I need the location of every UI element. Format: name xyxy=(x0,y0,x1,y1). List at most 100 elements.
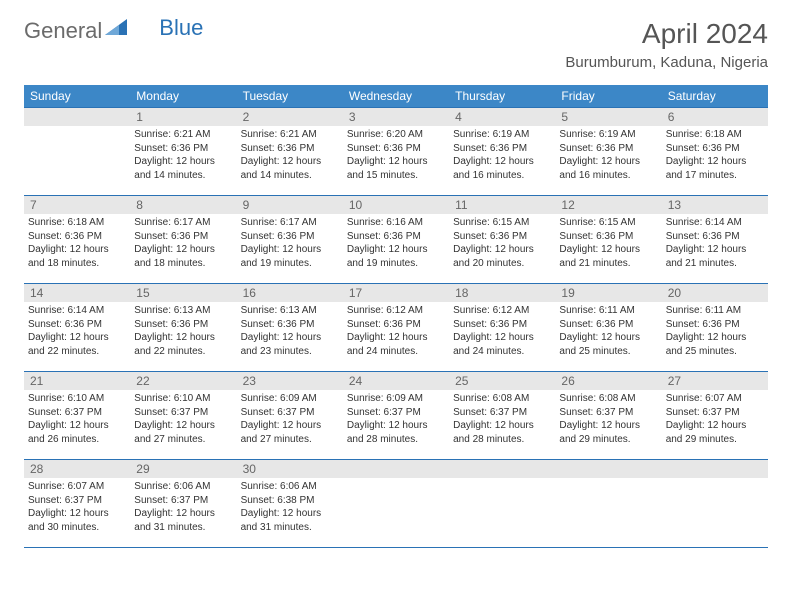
day-info: Sunrise: 6:17 AMSunset: 6:36 PMDaylight:… xyxy=(130,214,236,274)
day-number: 9 xyxy=(237,196,343,214)
day-number: 21 xyxy=(24,372,130,390)
day-number: 14 xyxy=(24,284,130,302)
calendar-day-cell: 30Sunrise: 6:06 AMSunset: 6:38 PMDayligh… xyxy=(237,460,343,548)
calendar-day-cell: 6Sunrise: 6:18 AMSunset: 6:36 PMDaylight… xyxy=(662,108,768,196)
day-number: 20 xyxy=(662,284,768,302)
calendar-day-cell: 16Sunrise: 6:13 AMSunset: 6:36 PMDayligh… xyxy=(237,284,343,372)
calendar-body: 1Sunrise: 6:21 AMSunset: 6:36 PMDaylight… xyxy=(24,108,768,548)
day-header: Sunday xyxy=(24,85,130,108)
day-info: Sunrise: 6:07 AMSunset: 6:37 PMDaylight:… xyxy=(662,390,768,450)
day-header: Tuesday xyxy=(237,85,343,108)
day-number: 19 xyxy=(555,284,661,302)
calendar-day-cell xyxy=(343,460,449,548)
day-number: 27 xyxy=(662,372,768,390)
calendar-day-cell: 21Sunrise: 6:10 AMSunset: 6:37 PMDayligh… xyxy=(24,372,130,460)
day-info: Sunrise: 6:14 AMSunset: 6:36 PMDaylight:… xyxy=(24,302,130,362)
day-number: 15 xyxy=(130,284,236,302)
day-number: 2 xyxy=(237,108,343,126)
day-info: Sunrise: 6:20 AMSunset: 6:36 PMDaylight:… xyxy=(343,126,449,186)
day-number: 30 xyxy=(237,460,343,478)
calendar-day-cell: 4Sunrise: 6:19 AMSunset: 6:36 PMDaylight… xyxy=(449,108,555,196)
day-number xyxy=(449,460,555,478)
calendar-day-cell: 15Sunrise: 6:13 AMSunset: 6:36 PMDayligh… xyxy=(130,284,236,372)
day-info: Sunrise: 6:06 AMSunset: 6:37 PMDaylight:… xyxy=(130,478,236,538)
day-number: 16 xyxy=(237,284,343,302)
calendar-day-cell: 24Sunrise: 6:09 AMSunset: 6:37 PMDayligh… xyxy=(343,372,449,460)
day-number: 4 xyxy=(449,108,555,126)
calendar-day-cell: 9Sunrise: 6:17 AMSunset: 6:36 PMDaylight… xyxy=(237,196,343,284)
calendar-head: SundayMondayTuesdayWednesdayThursdayFrid… xyxy=(24,85,768,108)
day-number: 11 xyxy=(449,196,555,214)
day-info: Sunrise: 6:08 AMSunset: 6:37 PMDaylight:… xyxy=(555,390,661,450)
day-header: Monday xyxy=(130,85,236,108)
day-number xyxy=(343,460,449,478)
calendar-day-cell: 7Sunrise: 6:18 AMSunset: 6:36 PMDaylight… xyxy=(24,196,130,284)
day-info: Sunrise: 6:18 AMSunset: 6:36 PMDaylight:… xyxy=(662,126,768,186)
calendar-day-cell: 20Sunrise: 6:11 AMSunset: 6:36 PMDayligh… xyxy=(662,284,768,372)
day-number: 8 xyxy=(130,196,236,214)
calendar-day-cell: 3Sunrise: 6:20 AMSunset: 6:36 PMDaylight… xyxy=(343,108,449,196)
day-info: Sunrise: 6:07 AMSunset: 6:37 PMDaylight:… xyxy=(24,478,130,538)
calendar-day-cell: 26Sunrise: 6:08 AMSunset: 6:37 PMDayligh… xyxy=(555,372,661,460)
day-number: 17 xyxy=(343,284,449,302)
calendar-table: SundayMondayTuesdayWednesdayThursdayFrid… xyxy=(24,85,768,548)
day-number: 5 xyxy=(555,108,661,126)
day-number: 29 xyxy=(130,460,236,478)
day-header: Friday xyxy=(555,85,661,108)
day-info: Sunrise: 6:09 AMSunset: 6:37 PMDaylight:… xyxy=(343,390,449,450)
day-info: Sunrise: 6:09 AMSunset: 6:37 PMDaylight:… xyxy=(237,390,343,450)
calendar-day-cell: 10Sunrise: 6:16 AMSunset: 6:36 PMDayligh… xyxy=(343,196,449,284)
calendar-day-cell: 25Sunrise: 6:08 AMSunset: 6:37 PMDayligh… xyxy=(449,372,555,460)
day-number: 23 xyxy=(237,372,343,390)
month-title: April 2024 xyxy=(565,18,768,50)
calendar-day-cell xyxy=(662,460,768,548)
logo-triangle-icon xyxy=(105,19,127,40)
calendar-day-cell: 14Sunrise: 6:14 AMSunset: 6:36 PMDayligh… xyxy=(24,284,130,372)
day-number: 28 xyxy=(24,460,130,478)
logo-text-general: General xyxy=(24,18,102,44)
calendar-day-cell: 18Sunrise: 6:12 AMSunset: 6:36 PMDayligh… xyxy=(449,284,555,372)
calendar-week-row: 28Sunrise: 6:07 AMSunset: 6:37 PMDayligh… xyxy=(24,460,768,548)
day-info: Sunrise: 6:14 AMSunset: 6:36 PMDaylight:… xyxy=(662,214,768,274)
day-number: 10 xyxy=(343,196,449,214)
day-info: Sunrise: 6:12 AMSunset: 6:36 PMDaylight:… xyxy=(343,302,449,362)
calendar-day-cell xyxy=(24,108,130,196)
calendar-day-cell: 13Sunrise: 6:14 AMSunset: 6:36 PMDayligh… xyxy=(662,196,768,284)
day-info: Sunrise: 6:12 AMSunset: 6:36 PMDaylight:… xyxy=(449,302,555,362)
calendar-day-cell: 29Sunrise: 6:06 AMSunset: 6:37 PMDayligh… xyxy=(130,460,236,548)
day-info: Sunrise: 6:21 AMSunset: 6:36 PMDaylight:… xyxy=(237,126,343,186)
day-number: 24 xyxy=(343,372,449,390)
day-number: 13 xyxy=(662,196,768,214)
day-header: Saturday xyxy=(662,85,768,108)
day-info: Sunrise: 6:18 AMSunset: 6:36 PMDaylight:… xyxy=(24,214,130,274)
calendar-week-row: 1Sunrise: 6:21 AMSunset: 6:36 PMDaylight… xyxy=(24,108,768,196)
calendar-week-row: 14Sunrise: 6:14 AMSunset: 6:36 PMDayligh… xyxy=(24,284,768,372)
day-number xyxy=(555,460,661,478)
day-number: 6 xyxy=(662,108,768,126)
calendar-day-cell: 2Sunrise: 6:21 AMSunset: 6:36 PMDaylight… xyxy=(237,108,343,196)
day-info: Sunrise: 6:08 AMSunset: 6:37 PMDaylight:… xyxy=(449,390,555,450)
day-number: 18 xyxy=(449,284,555,302)
day-info: Sunrise: 6:17 AMSunset: 6:36 PMDaylight:… xyxy=(237,214,343,274)
calendar-day-cell: 12Sunrise: 6:15 AMSunset: 6:36 PMDayligh… xyxy=(555,196,661,284)
calendar-day-cell: 23Sunrise: 6:09 AMSunset: 6:37 PMDayligh… xyxy=(237,372,343,460)
day-info: Sunrise: 6:13 AMSunset: 6:36 PMDaylight:… xyxy=(130,302,236,362)
calendar-week-row: 21Sunrise: 6:10 AMSunset: 6:37 PMDayligh… xyxy=(24,372,768,460)
day-number: 7 xyxy=(24,196,130,214)
day-info: Sunrise: 6:19 AMSunset: 6:36 PMDaylight:… xyxy=(555,126,661,186)
logo-text-blue: Blue xyxy=(159,15,203,41)
title-block: April 2024 Burumburum, Kaduna, Nigeria xyxy=(565,18,768,71)
day-info: Sunrise: 6:15 AMSunset: 6:36 PMDaylight:… xyxy=(449,214,555,274)
day-info: Sunrise: 6:19 AMSunset: 6:36 PMDaylight:… xyxy=(449,126,555,186)
calendar-week-row: 7Sunrise: 6:18 AMSunset: 6:36 PMDaylight… xyxy=(24,196,768,284)
day-info: Sunrise: 6:06 AMSunset: 6:38 PMDaylight:… xyxy=(237,478,343,538)
day-info: Sunrise: 6:13 AMSunset: 6:36 PMDaylight:… xyxy=(237,302,343,362)
calendar-day-cell: 27Sunrise: 6:07 AMSunset: 6:37 PMDayligh… xyxy=(662,372,768,460)
day-number: 22 xyxy=(130,372,236,390)
day-info: Sunrise: 6:11 AMSunset: 6:36 PMDaylight:… xyxy=(662,302,768,362)
calendar-day-cell: 22Sunrise: 6:10 AMSunset: 6:37 PMDayligh… xyxy=(130,372,236,460)
location-text: Burumburum, Kaduna, Nigeria xyxy=(565,54,768,71)
day-info: Sunrise: 6:15 AMSunset: 6:36 PMDaylight:… xyxy=(555,214,661,274)
day-info: Sunrise: 6:11 AMSunset: 6:36 PMDaylight:… xyxy=(555,302,661,362)
day-info: Sunrise: 6:10 AMSunset: 6:37 PMDaylight:… xyxy=(24,390,130,450)
